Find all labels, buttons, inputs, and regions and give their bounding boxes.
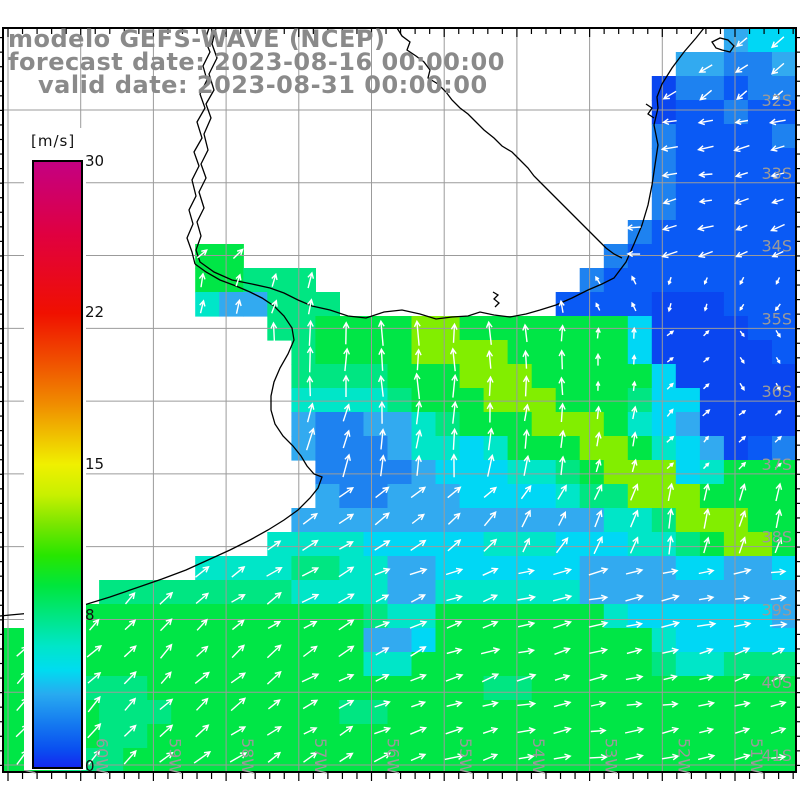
graticule-label: 35S — [761, 309, 792, 328]
field-cells — [3, 28, 797, 773]
coastline-path — [645, 103, 655, 119]
colorbar-tick-label: 8 — [85, 605, 95, 624]
graticule-label: 60W — [93, 738, 112, 774]
graticule-label: 52W — [674, 738, 693, 774]
graticule-label: 41S — [761, 746, 792, 765]
graticule-label: 57W — [311, 738, 330, 774]
colorbar-tick-label: 15 — [85, 454, 105, 473]
graticule-label: 34S — [761, 237, 792, 256]
graticule-label: 39S — [761, 600, 792, 619]
graticule-label: 56W — [384, 738, 403, 774]
coastline-path — [396, 27, 623, 259]
coastline-path — [186, 27, 211, 265]
graticule-lines — [3, 28, 796, 772]
graticule-label: 55W — [456, 738, 475, 774]
colorbar-gradient — [32, 160, 83, 769]
colorbar-tick-label: 22 — [85, 303, 105, 322]
graticule-label: 40S — [761, 673, 792, 692]
graticule-label: 54W — [529, 738, 548, 774]
graticule-label: 51W — [747, 738, 766, 774]
graticule-label: 59W — [165, 738, 184, 774]
graticule-label: 53W — [602, 738, 621, 774]
colorbar-tick-label: 0 — [85, 757, 95, 775]
graticule-labels: 32S33S34S35S36S37S38S39S40S41S61W60W59W5… — [20, 91, 792, 774]
graticule-label: 38S — [761, 528, 792, 547]
coastline-path — [711, 37, 735, 53]
graticule-label: 37S — [761, 455, 792, 474]
colorbar-unit-label: [m/s] — [31, 132, 76, 150]
coastline-path — [492, 291, 500, 308]
colorbar-tick-label: 30 — [85, 152, 105, 170]
coastline — [0, 27, 735, 617]
wind-arrows — [15, 36, 788, 765]
map-frame — [0, 27, 800, 781]
graticule-label: 58W — [238, 738, 257, 774]
graticule-label: 32S — [761, 91, 792, 110]
graticule-label: 33S — [761, 164, 792, 183]
coastline-path — [0, 263, 323, 617]
graticule-label: 36S — [761, 382, 792, 401]
coastline-path — [195, 27, 705, 320]
